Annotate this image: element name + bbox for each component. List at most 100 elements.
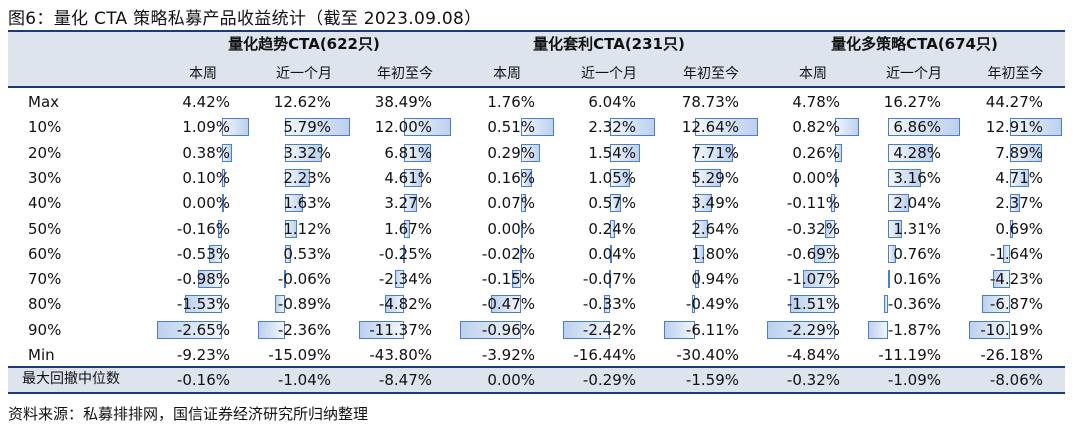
table-cell: 38.49% <box>374 93 432 111</box>
data-bar <box>969 320 1011 339</box>
table-cell: -0.02% <box>481 244 535 263</box>
data-bar <box>521 194 526 213</box>
table-cell: -10.19% <box>980 320 1043 339</box>
data-bar <box>887 168 921 187</box>
data-bar <box>460 320 522 339</box>
header-rule <box>8 86 1065 88</box>
row-label: 30% <box>28 168 62 187</box>
table-cell: 0.57% <box>588 194 636 213</box>
table-cell: 2.04% <box>893 194 941 213</box>
table-cell: -0.15% <box>481 270 535 289</box>
subheader-arbitrage-month: 近一个月 <box>560 60 658 88</box>
row-label: 80% <box>28 295 62 314</box>
table-cell: 3.49% <box>691 194 739 213</box>
data-bar <box>694 143 734 162</box>
table-cell: 0.94% <box>691 270 739 289</box>
data-bar <box>521 219 524 238</box>
data-bar <box>198 270 223 289</box>
table-cell: 0.51% <box>487 118 535 137</box>
data-bar <box>982 295 1011 314</box>
table-cell: -4.84% <box>786 346 840 364</box>
table-cell: -1.51% <box>786 295 840 314</box>
row-label: 20% <box>28 143 62 162</box>
data-bar <box>609 219 615 238</box>
table-cell: -2.42% <box>582 320 636 339</box>
data-bar <box>222 118 249 137</box>
source-note: 资料来源：私募排排网，国信证券经济研究所归纳整理 <box>8 405 369 423</box>
drawdown-row-background <box>8 366 1065 394</box>
data-bar <box>283 270 286 289</box>
data-bar <box>767 320 835 339</box>
figure-title: 图6：量化 CTA 策略私募产品收益统计（截至 2023.09.08） <box>8 9 482 29</box>
table-cell: -6.87% <box>989 295 1043 314</box>
table-cell: 12.62% <box>273 93 331 111</box>
data-bar <box>403 168 422 187</box>
subheader-multistrategy-ytd: 年初至今 <box>966 60 1065 88</box>
table-cell: 0.00% <box>792 168 840 187</box>
subheader-arbitrage-ytd: 年初至今 <box>661 60 761 88</box>
table-cell: 5.79% <box>283 118 331 137</box>
table-cell: -11.37% <box>369 320 432 339</box>
table-cell: -0.11% <box>786 194 840 213</box>
table-cell: 0.53% <box>283 244 331 263</box>
subheader-multistrategy-week: 本周 <box>764 60 862 88</box>
row-label: Min <box>28 346 55 364</box>
data-bar <box>403 194 417 213</box>
data-bar <box>1003 244 1011 263</box>
row-label: 40% <box>28 194 62 213</box>
data-bar <box>609 244 612 263</box>
drawdown-cell: -1.59% <box>685 371 739 389</box>
table-cell: 1.63% <box>283 194 331 213</box>
table-cell: -0.49% <box>685 295 739 314</box>
table-cell: 12.00% <box>374 118 432 137</box>
table-cell: -16.44% <box>573 346 636 364</box>
table-cell: 6.86% <box>893 118 941 137</box>
data-bar <box>664 320 695 339</box>
table-cell: 2.37% <box>995 194 1043 213</box>
table-cell: 4.61% <box>384 168 432 187</box>
data-bar <box>609 118 655 137</box>
table-cell: -9.23% <box>176 346 230 364</box>
data-bar <box>284 118 350 137</box>
table-cell: -0.33% <box>582 295 636 314</box>
drawdown-cell: -0.29% <box>582 371 636 389</box>
bottom-rule <box>8 392 1065 394</box>
table-cell: 4.28% <box>893 143 941 162</box>
data-bar <box>284 143 323 162</box>
table-cell: 1.12% <box>283 219 331 238</box>
table-cell: 16.27% <box>883 93 941 111</box>
group-header-arbitrage: 量化套利CTA(231只) <box>457 30 761 58</box>
table-cell: -26.18% <box>980 346 1043 364</box>
table-cell: -0.47% <box>481 295 535 314</box>
data-bar <box>609 143 640 162</box>
top-rule <box>8 30 1065 32</box>
drawdown-cell: -1.04% <box>277 371 331 389</box>
data-bar <box>887 143 933 162</box>
data-bar <box>394 270 404 289</box>
data-bar <box>403 219 411 238</box>
table-cell: -0.06% <box>277 270 331 289</box>
data-bar <box>814 244 835 263</box>
table-cell: 0.24% <box>588 219 636 238</box>
data-bar <box>825 219 835 238</box>
table-cell: -1.53% <box>176 295 230 314</box>
drawdown-cell: -8.47% <box>378 371 432 389</box>
table-cell: -11.19% <box>878 346 941 364</box>
data-bar <box>403 143 431 162</box>
table-cell: 2.23% <box>283 168 331 187</box>
data-bar <box>209 244 223 263</box>
table-cell: 1.09% <box>182 118 230 137</box>
subheader-trend-week: 本周 <box>154 60 252 88</box>
data-bar <box>883 295 888 314</box>
row-label: 10% <box>28 118 62 137</box>
data-bar <box>1010 194 1020 213</box>
table-cell: -0.07% <box>582 270 636 289</box>
data-bar <box>521 168 532 187</box>
group-header-multistrategy: 量化多策略CTA(674只) <box>764 30 1065 58</box>
subheader-multistrategy-month: 近一个月 <box>865 60 963 88</box>
table-cell: -1.07% <box>786 270 840 289</box>
subheader-trend-month: 近一个月 <box>255 60 353 88</box>
data-bar <box>694 194 713 213</box>
table-cell: -2.65% <box>176 320 230 339</box>
data-bar <box>887 194 910 213</box>
